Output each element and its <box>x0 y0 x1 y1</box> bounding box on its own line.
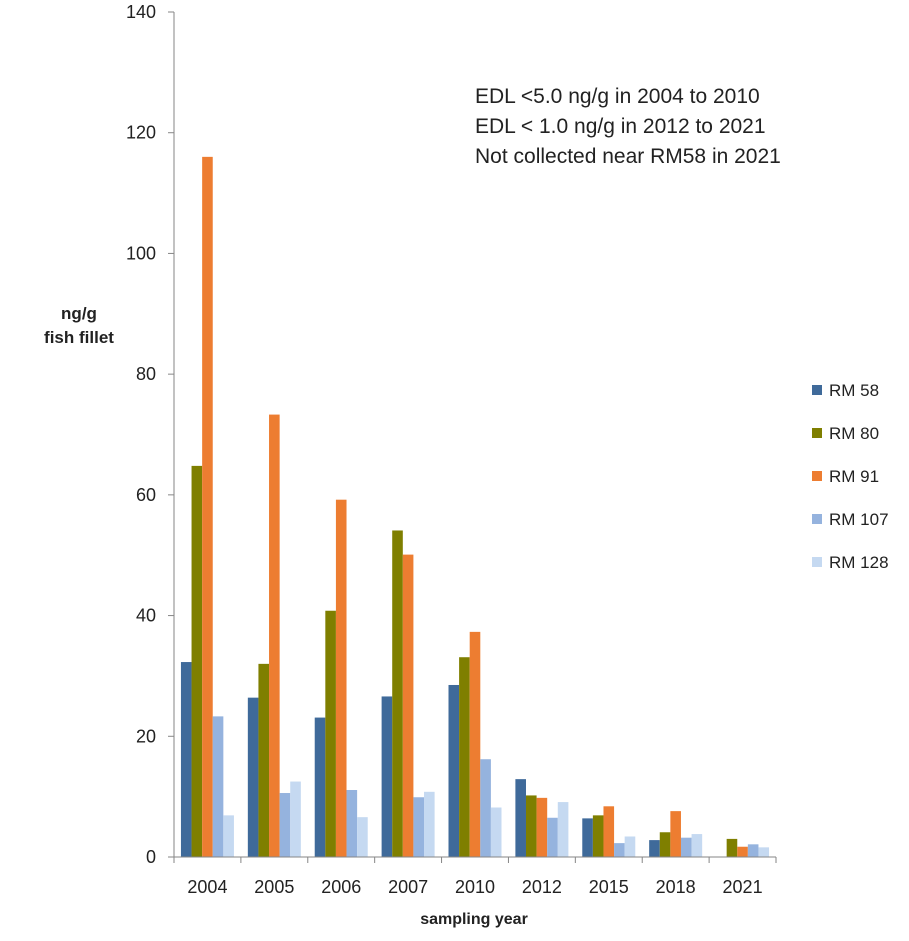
y-tick-label: 100 <box>126 243 156 263</box>
legend-label: RM 128 <box>829 553 889 572</box>
bars-group <box>180 156 770 857</box>
x-axis-label: sampling year <box>420 911 528 928</box>
bar-rm-107-2005 <box>279 793 291 857</box>
bar-rm-91-2015 <box>603 806 615 857</box>
legend-swatch <box>812 557 822 567</box>
x-tick-label: 2004 <box>187 877 227 897</box>
y-axis-label-line-2: fish fillet <box>44 328 114 347</box>
bar-rm-128-2012 <box>557 802 569 857</box>
bar-rm-91-2007 <box>402 554 414 857</box>
bar-rm-107-2018 <box>680 837 692 857</box>
legend-swatch <box>812 385 822 395</box>
bar-rm-58-2004 <box>180 662 192 857</box>
bar-rm-107-2004 <box>212 716 224 857</box>
annotation-line-1: EDL <5.0 ng/g in 2004 to 2010 <box>475 85 760 108</box>
bar-rm-80-2012 <box>525 795 537 857</box>
bar-rm-91-2006 <box>335 499 347 857</box>
bar-rm-58-2005 <box>247 697 259 857</box>
x-tick-label: 2015 <box>589 877 629 897</box>
bar-rm-80-2021 <box>726 838 738 857</box>
legend-label: RM 91 <box>829 467 879 486</box>
bar-rm-128-2015 <box>624 836 636 857</box>
legend-swatch <box>812 428 822 438</box>
legend-label: RM 107 <box>829 510 889 529</box>
bar-rm-80-2005 <box>258 663 270 857</box>
x-tick-label: 2018 <box>656 877 696 897</box>
bar-rm-80-2018 <box>659 832 671 857</box>
bar-rm-58-2007 <box>381 696 393 857</box>
y-tick-label: 60 <box>136 485 156 505</box>
legend: RM 58 RM 80 RM 91 RM 107 RM 128 <box>812 381 889 572</box>
annotation-line-2: EDL < 1.0 ng/g in 2012 to 2021 <box>475 115 766 138</box>
y-tick-label: 80 <box>136 364 156 384</box>
x-ticks-group: 2004 2005 2006 2007 2010 2012 2015 2018 2021 <box>173 857 777 897</box>
bar-rm-58-2015 <box>582 818 593 857</box>
bar-rm-107-2007 <box>413 797 425 857</box>
axes-group <box>173 12 776 858</box>
y-tick-label: 120 <box>126 123 156 143</box>
bar-rm-107-2010 <box>480 759 491 857</box>
bar-rm-107-2015 <box>614 843 625 857</box>
bar-rm-91-2012 <box>536 797 548 857</box>
x-tick-label: 2006 <box>321 877 361 897</box>
y-ticks-group: 0 20 40 60 80 100 120 140 <box>126 2 174 867</box>
x-tick-label: 2007 <box>388 877 428 897</box>
bar-rm-80-2015 <box>592 815 604 857</box>
bar-rm-91-2005 <box>269 414 280 857</box>
bar-rm-128-2006 <box>357 817 368 857</box>
x-tick-label: 2010 <box>455 877 495 897</box>
bar-rm-91-2004 <box>202 156 213 857</box>
y-tick-label: 0 <box>146 847 156 867</box>
y-tick-label: 40 <box>136 606 156 626</box>
bar-rm-128-2010 <box>490 807 502 857</box>
x-tick-label: 2005 <box>254 877 294 897</box>
legend-swatch <box>812 471 822 481</box>
x-tick-label: 2012 <box>522 877 562 897</box>
bar-rm-107-2012 <box>547 817 558 857</box>
y-tick-label: 140 <box>126 2 156 22</box>
legend-label: RM 58 <box>829 381 879 400</box>
x-tick-label: 2021 <box>723 877 763 897</box>
bar-rm-107-2021 <box>747 844 759 857</box>
bar-rm-107-2006 <box>346 790 358 857</box>
bar-rm-91-2018 <box>670 811 681 857</box>
bar-rm-91-2021 <box>737 846 748 857</box>
y-tick-label: 20 <box>136 726 156 746</box>
bar-rm-80-2006 <box>325 610 336 857</box>
bar-rm-58-2012 <box>515 779 526 857</box>
bar-rm-58-2018 <box>649 840 660 857</box>
bar-rm-58-2010 <box>448 684 460 857</box>
y-axis-label-line-1: ng/g <box>61 304 97 323</box>
bar-rm-58-2006 <box>314 717 326 857</box>
bar-rm-128-2021 <box>758 847 770 857</box>
bar-rm-128-2018 <box>691 834 703 857</box>
bar-rm-128-2007 <box>424 791 435 857</box>
bar-rm-80-2007 <box>392 530 403 857</box>
bar-rm-80-2004 <box>191 465 203 857</box>
bar-rm-128-2004 <box>223 815 234 857</box>
legend-label: RM 80 <box>829 424 879 443</box>
annotation-line-3: Not collected near RM58 in 2021 <box>475 145 781 168</box>
bar-rm-80-2010 <box>459 657 470 857</box>
bar-rm-91-2010 <box>469 631 481 857</box>
legend-swatch <box>812 514 822 524</box>
bar-rm-128-2005 <box>290 781 301 857</box>
